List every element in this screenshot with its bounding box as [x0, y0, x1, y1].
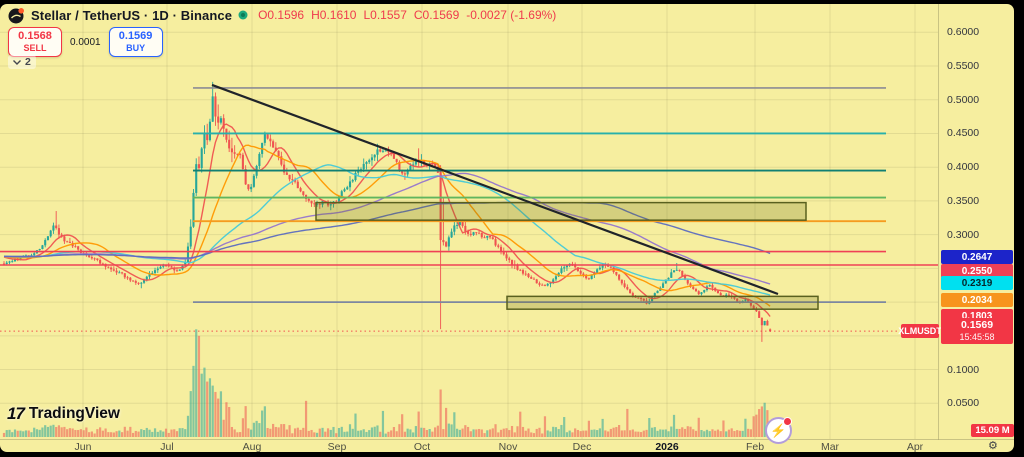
- symbol-title[interactable]: Stellar / TetherUS · 1D · Binance: [31, 7, 233, 23]
- time-tick: Jul: [160, 441, 174, 453]
- trade-panel: 0.1568 SELL 0.0001 0.1569 BUY: [8, 27, 163, 57]
- tradingview-watermark[interactable]: 17 TradingView: [7, 404, 120, 423]
- volume-badge: 15.09 M: [971, 424, 1014, 437]
- symbol-badge: XLMUSDT: [898, 324, 942, 339]
- price-tick: 0.5000: [947, 93, 980, 106]
- notification-dot: [783, 417, 792, 426]
- price-tick: 0.0500: [947, 397, 980, 410]
- quick-trade-button[interactable]: ⚡: [765, 417, 792, 444]
- market-status-icon: [238, 10, 248, 20]
- sell-price: 0.1568: [18, 29, 52, 42]
- time-tick: Dec: [572, 441, 592, 453]
- tradingview-logo-icon: 17: [7, 404, 25, 423]
- spread-value: 0.0001: [70, 36, 101, 48]
- symbol-logo-icon: [8, 7, 24, 23]
- buy-price: 0.1569: [118, 29, 153, 42]
- indicator-price-badge: 0.2647: [941, 250, 1013, 264]
- sell-button[interactable]: 0.1568 SELL: [8, 27, 62, 57]
- price-tick: 0.4500: [947, 127, 980, 140]
- lightning-icon: ⚡: [770, 423, 787, 438]
- chevron-down-icon: [13, 59, 21, 65]
- time-tick: Mar: [820, 441, 840, 453]
- chart-header: Stellar / TetherUS · 1D · Binance O0.159…: [8, 6, 556, 24]
- indicator-legend-toggle[interactable]: 2: [8, 55, 36, 69]
- indicator-price-badge: 0.2034: [941, 293, 1013, 307]
- time-tick: Sep: [327, 441, 347, 453]
- indicator-count: 2: [25, 56, 31, 68]
- time-tick: Jun: [74, 441, 92, 453]
- price-tick: 0.1000: [947, 363, 980, 376]
- bar-countdown: 15:45:58: [959, 332, 995, 343]
- indicator-price-badge: 0.2319: [941, 276, 1013, 290]
- time-tick: Aug: [242, 441, 262, 453]
- current-price: 0.1569: [960, 319, 994, 332]
- price-tick: 0.3500: [947, 194, 980, 207]
- current-price-badge: 0.1569 15:45:58: [941, 318, 1013, 345]
- price-tick: 0.4000: [947, 161, 980, 174]
- change-readout: -0.0027 (-1.69%): [466, 8, 557, 22]
- time-tick: Apr: [906, 441, 924, 453]
- time-tick: Nov: [498, 441, 518, 453]
- gear-icon[interactable]: ⚙: [988, 440, 998, 452]
- time-tick: Oct: [413, 441, 431, 453]
- price-tick: 0.3000: [947, 228, 980, 241]
- price-tick: 0.5500: [947, 60, 980, 73]
- buy-button[interactable]: 0.1569 BUY: [108, 27, 163, 57]
- chart-panel: [0, 4, 1014, 452]
- time-tick: 2026: [655, 441, 679, 453]
- indicator-price-badge: 0.2550: [941, 264, 1013, 278]
- ohlc-readout: O0.1596 H0.1610 L0.1557 C0.1569 -0.0027 …: [258, 8, 557, 22]
- time-tick: Feb: [745, 441, 765, 453]
- price-tick: 0.6000: [947, 26, 980, 39]
